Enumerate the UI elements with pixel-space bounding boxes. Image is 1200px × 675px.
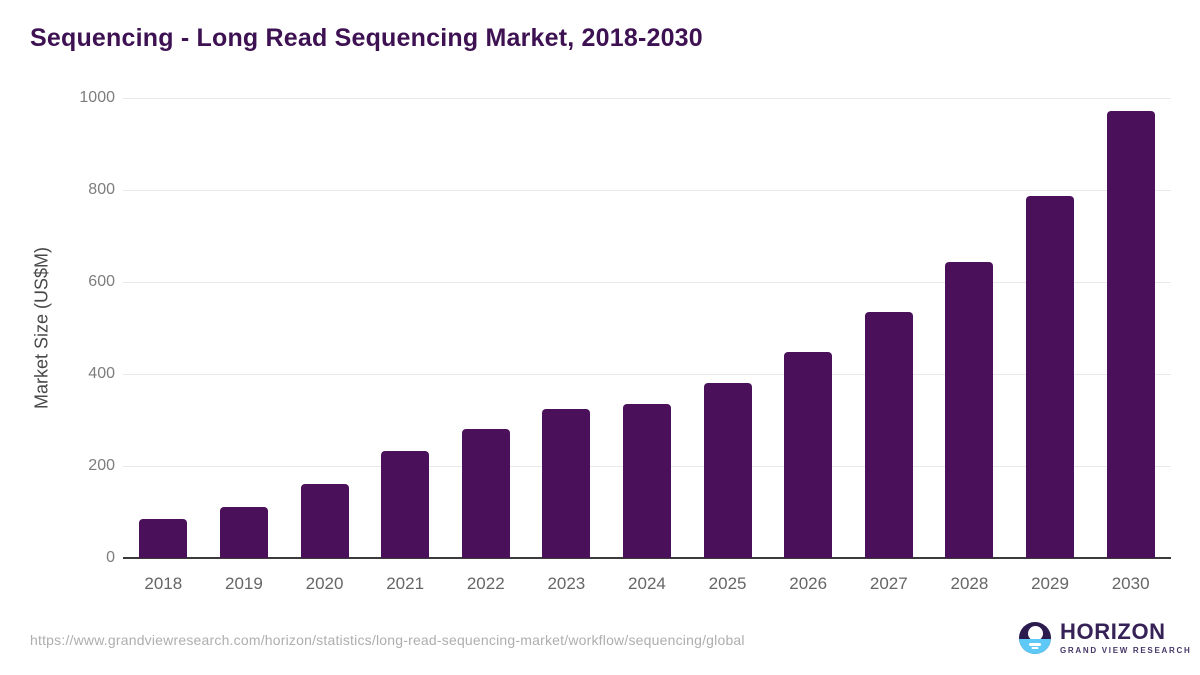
logo-reflection-line <box>1029 643 1041 646</box>
x-tick-label: 2027 <box>869 574 908 593</box>
bar-slot: 2022 <box>445 98 526 593</box>
y-tick-label: 200 <box>88 457 115 474</box>
bar-2018 <box>139 518 188 558</box>
y-tick-label: 600 <box>88 273 115 290</box>
bar-2024 <box>622 404 671 558</box>
x-tick-label: 2022 <box>466 574 505 593</box>
bar-2025 <box>703 382 752 558</box>
x-tick-label: 2030 <box>1111 574 1150 593</box>
bar-slot: 2021 <box>365 98 446 593</box>
gridline <box>123 282 1171 283</box>
y-axis-tick-labels: 0 200 400 600 800 1000 <box>0 89 115 566</box>
bar-2026 <box>784 352 833 558</box>
bar-2027 <box>864 312 913 558</box>
bar-slot: 2020 <box>284 98 365 593</box>
bar-2023 <box>542 409 591 558</box>
gridline <box>123 190 1171 191</box>
x-tick-label: 2029 <box>1031 574 1069 593</box>
bar-2030 <box>1106 110 1155 558</box>
horizon-logo: HORIZON GRAND VIEW RESEARCH <box>1019 621 1191 655</box>
gridline <box>123 374 1171 375</box>
logo-text: HORIZON GRAND VIEW RESEARCH <box>1060 619 1192 656</box>
x-tick-label: 2028 <box>950 574 989 593</box>
logo-subtitle: GRAND VIEW RESEARCH <box>1060 646 1192 655</box>
chart-title: Sequencing - Long Read Sequencing Market… <box>30 24 703 52</box>
x-tick-label: 2026 <box>789 574 828 593</box>
bar-slot: 2018 <box>123 98 204 593</box>
bar-slot: 2029 <box>1010 98 1091 593</box>
bar-2022 <box>461 429 510 558</box>
x-axis-line <box>123 557 1171 559</box>
source-url: https://www.grandviewresearch.com/horizo… <box>30 632 745 648</box>
y-tick-label: 800 <box>88 181 115 198</box>
x-tick-label: 2024 <box>628 574 666 593</box>
logo-name: HORIZON <box>1060 619 1166 644</box>
logo-sun-shape <box>1027 626 1043 641</box>
bar-slot: 2023 <box>526 98 607 593</box>
x-tick-label: 2021 <box>386 574 425 593</box>
y-tick-label: 0 <box>106 549 115 566</box>
logo-sea-shape <box>1019 638 1051 654</box>
bar-slot: 2027 <box>848 98 929 593</box>
bar-slot: 2025 <box>687 98 768 593</box>
bar-slot: 2024 <box>607 98 688 593</box>
bar-slot: 2019 <box>204 98 285 593</box>
x-tick-label: 2020 <box>305 574 344 593</box>
bar-slot: 2028 <box>929 98 1010 593</box>
bar-2020 <box>300 483 349 558</box>
x-tick-label: 2023 <box>547 574 586 593</box>
bar-2021 <box>381 451 430 558</box>
bar-2028 <box>945 262 994 558</box>
plot-area: 2018 2019 2020 2021 2022 2023 2024 2025 2026 2027… <box>123 98 1171 593</box>
bar-2029 <box>1026 195 1074 558</box>
bar-slot: 2030 <box>1090 98 1171 593</box>
horizon-sunset-circle-icon <box>1019 622 1051 654</box>
y-tick-label: 1000 <box>79 89 115 106</box>
bar-2019 <box>219 507 268 558</box>
gridline <box>123 98 1171 99</box>
bar-slot: 2026 <box>768 98 849 593</box>
logo-reflection-line <box>1031 647 1039 649</box>
x-tick-label: 2025 <box>708 574 747 593</box>
x-tick-label: 2018 <box>144 574 183 593</box>
y-tick-label: 400 <box>88 365 115 382</box>
x-tick-label: 2019 <box>225 574 263 593</box>
